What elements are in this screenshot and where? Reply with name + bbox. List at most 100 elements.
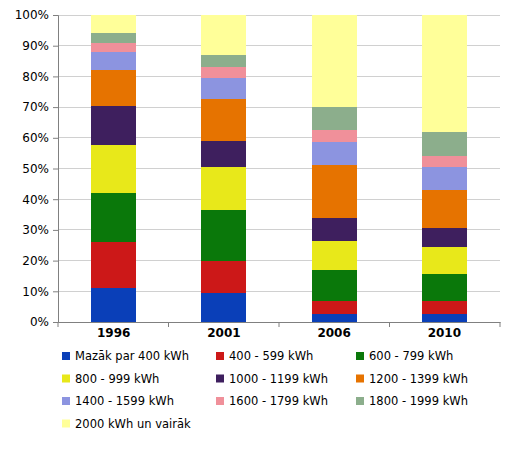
tick: 30%: [22, 223, 58, 237]
plot: 0% 10% 20% 30% 40% 50% 60% 70% 80% 90% 100% 1996 200…: [15, 8, 501, 339]
tick-mark: [53, 322, 58, 323]
tick-mark: [53, 261, 58, 262]
legend-swatch: [216, 375, 224, 383]
tick-label: 40%: [22, 193, 49, 207]
tick: 20%: [22, 254, 58, 268]
legend-item: 1000 - 1199 kWh: [216, 372, 328, 386]
legend-swatch: [62, 420, 70, 428]
legend-swatch: [62, 375, 70, 383]
legend-label: 1000 - 1199 kWh: [229, 372, 328, 386]
series: [91, 43, 467, 167]
bar-segment: [422, 247, 467, 275]
category-separator: [500, 322, 501, 327]
bar-segment: [312, 218, 357, 241]
bar-segment: [422, 15, 467, 132]
bar-segment: [422, 301, 467, 315]
category-separator: [58, 322, 59, 327]
legend-label: 2000 kWh un vairāk: [75, 417, 191, 431]
bar-segment: [422, 167, 467, 190]
tick-mark: [53, 76, 58, 77]
series: [91, 70, 467, 228]
legend-swatch: [62, 397, 70, 405]
bar-segment: [91, 193, 136, 242]
category-separator: [168, 322, 169, 327]
tick: 2010: [428, 322, 461, 340]
legend-item: 400 - 599 kWh: [216, 349, 313, 363]
bar-segment: [422, 190, 467, 228]
bar-segment: [91, 43, 136, 52]
legend-item: 1200 - 1399 kWh: [356, 372, 468, 386]
bar-segment: [422, 156, 467, 167]
tick: 60%: [22, 131, 58, 145]
tick-mark: [53, 291, 58, 292]
legend-item: 1800 - 1999 kWh: [356, 394, 468, 408]
bar-segment: [312, 142, 357, 165]
tick: 2006: [317, 322, 350, 340]
bar-segment: [312, 130, 357, 142]
bar-segment: [201, 210, 246, 261]
legend-label: Mazāk par 400 kWh: [75, 349, 189, 363]
tick: 90%: [22, 39, 58, 53]
bar-segment: [312, 107, 357, 130]
bar-segment: [422, 132, 467, 157]
legend-swatch: [62, 352, 70, 360]
bar-segment: [91, 15, 136, 33]
category-separator: [279, 322, 280, 327]
bar-segment: [312, 165, 357, 217]
legend-swatch: [356, 375, 364, 383]
bar-segment: [312, 270, 357, 301]
legend-item: 600 - 799 kWh: [356, 349, 453, 363]
tick-mark: [53, 46, 58, 47]
tick-label: 80%: [22, 70, 49, 84]
legend-label: 1400 - 1599 kWh: [75, 394, 174, 408]
bar-segment: [91, 70, 136, 105]
legend-label: 400 - 599 kWh: [229, 349, 313, 363]
series: [91, 33, 467, 156]
tick: 70%: [22, 100, 58, 114]
bar-segment: [312, 241, 357, 270]
series: [91, 15, 467, 132]
bar-segment: [312, 301, 357, 315]
tick-label: 10%: [22, 285, 49, 299]
tick: 10%: [22, 285, 58, 299]
bar-segment: [91, 288, 136, 322]
bar-segment: [201, 261, 246, 293]
tick-label: 2010: [428, 326, 461, 340]
bar-segment: [201, 15, 246, 55]
bar-segment: [201, 67, 246, 78]
tick-label: 2001: [207, 326, 240, 340]
grid: [58, 15, 500, 322]
tick-label: 50%: [22, 162, 49, 176]
tick-label: 30%: [22, 223, 49, 237]
tick-label: 70%: [22, 100, 49, 114]
tick-mark: [53, 230, 58, 231]
legend-item: 1400 - 1599 kWh: [62, 394, 174, 408]
tick-mark: [53, 169, 58, 170]
tick-label: 2006: [317, 326, 350, 340]
legend-item: 2000 kWh un vairāk: [62, 417, 191, 431]
series: [91, 145, 467, 274]
bar-segment: [201, 55, 246, 67]
legend: Mazāk par 400 kWh 400 - 599 kWh 600 - 799 …: [62, 349, 468, 431]
legend-item: Mazāk par 400 kWh: [62, 349, 189, 363]
tick: 1996: [97, 322, 130, 340]
bar-segment: [201, 293, 246, 322]
tick-label: 100%: [15, 8, 49, 22]
tick: 0%: [30, 315, 58, 329]
legend-swatch: [356, 397, 364, 405]
series: [91, 242, 467, 314]
bar-segment: [201, 167, 246, 210]
tick-mark: [53, 199, 58, 200]
tick: 100%: [15, 8, 58, 22]
tick-label: 60%: [22, 131, 49, 145]
series: [91, 52, 467, 190]
legend-label: 1200 - 1399 kWh: [369, 372, 468, 386]
x-axis: 1996 2001 2006 2010: [59, 322, 501, 340]
tick: 80%: [22, 70, 58, 84]
bar-segment: [201, 99, 246, 140]
y-axis: 0% 10% 20% 30% 40% 50% 60% 70% 80% 90% 100%: [15, 8, 59, 329]
tick: 50%: [22, 162, 58, 176]
bar-segment: [312, 314, 357, 322]
bar-segment: [312, 15, 357, 107]
legend-swatch: [216, 397, 224, 405]
